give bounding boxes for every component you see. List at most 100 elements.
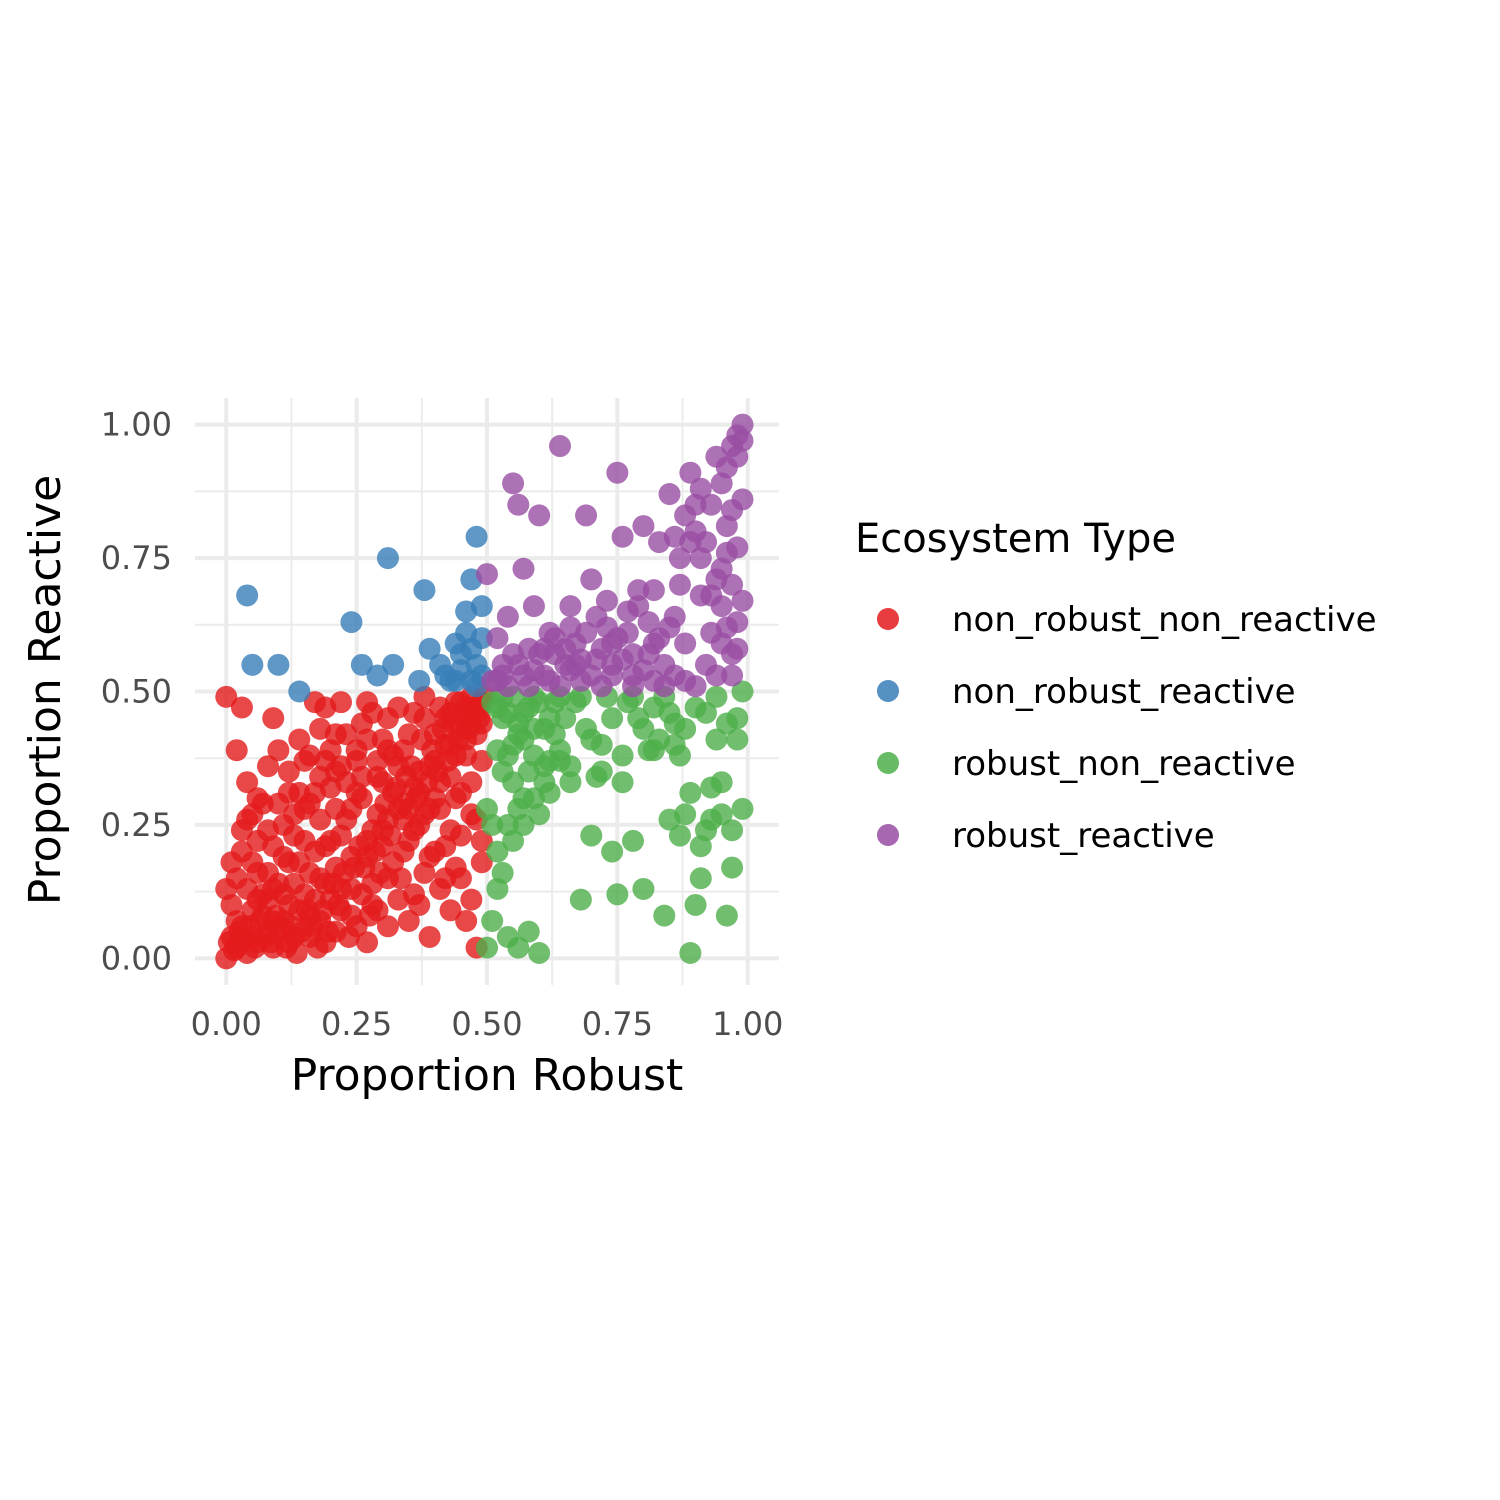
legend-label-robust_non_reactive: robust_non_reactive (952, 744, 1296, 784)
data-point-non_robust_non_reactive (272, 845, 295, 868)
y-tick-label: 0.75 (101, 539, 172, 577)
data-point-robust_non_reactive (668, 824, 691, 847)
y-tick-label: 1.00 (101, 406, 172, 444)
data-point-robust_reactive (622, 643, 644, 666)
data-point-robust_non_reactive (569, 685, 592, 708)
data-point-non_robust_non_reactive (366, 749, 389, 772)
data-point-robust_reactive (549, 435, 571, 458)
data-point-non_robust_non_reactive (285, 941, 308, 964)
data-point-non_robust_non_reactive (429, 771, 452, 794)
data-point-non_robust_non_reactive (335, 771, 358, 794)
data-point-robust_non_reactive (559, 771, 582, 794)
data-point-robust_reactive (502, 472, 525, 495)
data-point-non_robust_non_reactive (330, 824, 352, 847)
data-points (215, 413, 754, 970)
data-point-non_robust_reactive (288, 680, 311, 703)
data-point-non_robust_non_reactive (418, 925, 441, 948)
legend-key-robust_non_reactive (877, 752, 899, 774)
data-point-non_robust_non_reactive (356, 931, 379, 954)
data-point-non_robust_non_reactive (345, 739, 368, 762)
data-point-robust_reactive (684, 675, 707, 698)
data-point-robust_reactive (663, 525, 686, 548)
data-point-robust_non_reactive (476, 936, 498, 959)
data-point-non_robust_non_reactive (449, 781, 472, 804)
data-point-non_robust_non_reactive (327, 893, 350, 916)
data-point-robust_reactive (731, 429, 754, 452)
data-point-non_robust_non_reactive (369, 861, 392, 884)
data-point-non_robust_non_reactive (421, 739, 444, 762)
data-point-robust_reactive (689, 547, 712, 570)
data-point-robust_non_reactive (705, 685, 728, 708)
data-point-robust_non_reactive (715, 904, 738, 927)
data-point-robust_non_reactive (679, 941, 702, 964)
x-tick-label: 0.25 (321, 1005, 392, 1043)
y-tick-label: 0.00 (101, 939, 172, 977)
x-tick-label: 0.00 (191, 1005, 262, 1043)
data-point-non_robust_non_reactive (220, 851, 243, 874)
data-point-non_robust_non_reactive (439, 899, 462, 922)
data-point-non_robust_non_reactive (230, 696, 253, 719)
data-point-non_robust_non_reactive (316, 920, 339, 943)
data-point-non_robust_non_reactive (288, 728, 311, 751)
data-point-robust_non_reactive (528, 803, 551, 826)
data-point-non_robust_reactive (470, 627, 493, 650)
data-point-robust_reactive (674, 504, 697, 527)
legend-key-non_robust_reactive (877, 680, 899, 702)
data-point-non_robust_non_reactive (246, 861, 269, 884)
data-point-non_robust_non_reactive (423, 840, 446, 863)
data-point-robust_reactive (674, 632, 697, 655)
legend-label-non_robust_reactive: non_robust_reactive (952, 672, 1296, 712)
legend-label-robust_reactive: robust_reactive (952, 816, 1215, 856)
data-point-robust_non_reactive (491, 861, 514, 884)
data-point-non_robust_non_reactive (225, 739, 248, 762)
data-point-non_robust_non_reactive (436, 749, 459, 772)
data-point-non_robust_non_reactive (246, 787, 269, 810)
data-point-robust_reactive (668, 573, 691, 596)
data-point-robust_reactive (528, 504, 551, 527)
data-point-robust_reactive (595, 589, 618, 612)
data-point-robust_non_reactive (502, 733, 525, 756)
legend-title: Ecosystem Type (855, 516, 1176, 562)
data-point-robust_non_reactive (481, 813, 504, 836)
data-point-robust_reactive (580, 568, 603, 591)
x-tick-labels: 0.00 0.25 0.50 0.75 1.00 (191, 1005, 784, 1043)
data-point-non_robust_non_reactive (363, 840, 386, 863)
data-point-robust_reactive (549, 675, 571, 698)
data-point-non_robust_non_reactive (303, 781, 326, 804)
data-point-robust_reactive (627, 579, 650, 602)
data-point-robust_non_reactive (721, 856, 744, 879)
data-point-robust_reactive (522, 595, 545, 618)
data-point-robust_non_reactive (684, 893, 707, 916)
data-point-robust_non_reactive (726, 728, 749, 751)
data-point-non_robust_non_reactive (262, 877, 285, 900)
data-point-non_robust_reactive (340, 611, 363, 634)
data-point-non_robust_reactive (418, 637, 441, 660)
data-point-non_robust_non_reactive (283, 872, 306, 895)
data-point-robust_non_reactive (721, 819, 744, 842)
data-point-non_robust_non_reactive (470, 851, 493, 874)
data-point-non_robust_non_reactive (298, 861, 321, 884)
data-point-non_robust_non_reactive (397, 797, 420, 820)
data-point-robust_non_reactive (491, 760, 514, 783)
data-point-robust_non_reactive (632, 717, 655, 740)
data-point-non_robust_reactive (376, 547, 399, 570)
data-point-non_robust_reactive (382, 653, 405, 676)
x-tick-label: 0.50 (451, 1005, 522, 1043)
data-point-robust_non_reactive (642, 739, 665, 762)
data-point-robust_non_reactive (658, 701, 681, 724)
data-point-non_robust_reactive (241, 653, 264, 676)
data-point-non_robust_reactive (470, 595, 493, 618)
data-point-non_robust_reactive (408, 669, 431, 692)
y-axis-title: Proportion Reactive (20, 475, 71, 905)
data-point-non_robust_reactive (439, 669, 462, 692)
data-point-robust_non_reactive (611, 771, 634, 794)
data-point-robust_non_reactive (507, 936, 530, 959)
data-point-robust_non_reactive (622, 829, 644, 852)
y-tick-label: 0.25 (101, 806, 172, 844)
data-point-non_robust_reactive (366, 664, 389, 687)
data-point-robust_reactive (700, 493, 723, 516)
data-point-robust_reactive (731, 589, 754, 612)
data-point-robust_non_reactive (710, 771, 733, 794)
data-point-robust_non_reactive (486, 840, 509, 863)
data-point-robust_reactive (575, 621, 598, 644)
